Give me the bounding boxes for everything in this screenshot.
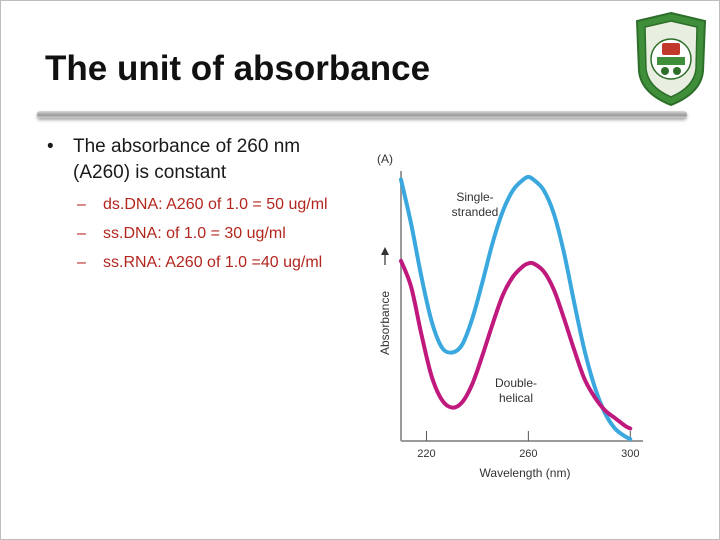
y-axis-label: Absorbance [378, 291, 392, 355]
dash-icon: – [77, 196, 86, 213]
series-line-single-stranded [399, 174, 633, 441]
bullet-text: The absorbance of 260 nm (A260) is const… [73, 136, 301, 183]
absorbance-chart: (A) Absorbance Wavelength (nm) 220 260 300… [377, 152, 643, 480]
sub-bullet-item: – ss.DNA: of 1.0 = 30 ug/ml [47, 223, 357, 245]
y-axis-arrow-icon [381, 247, 389, 255]
bullet-dot-icon: • [47, 136, 54, 157]
sub-bullet-item: – ds.DNA: A260 of 1.0 = 50 ug/ml [47, 194, 357, 216]
series-line-double-helical [399, 258, 633, 431]
bullet-item: • The absorbance of 260 nm (A260) is con… [47, 134, 357, 186]
x-axis-label: Wavelength (nm) [480, 466, 571, 480]
x-tick-label: 220 [417, 448, 435, 460]
sub-bullet-text: ss.RNA: A260 of 1.0 =40 ug/ml [103, 254, 323, 271]
sub-bullet-text: ds.DNA: A260 of 1.0 = 50 ug/ml [103, 196, 328, 213]
x-tick-label: 260 [519, 448, 537, 460]
slide-title: The unit of absorbance [45, 49, 431, 88]
university-seal-icon [635, 11, 707, 107]
dash-icon: – [77, 225, 86, 242]
series-label: Double-helical [495, 376, 537, 405]
x-tick-label: 300 [621, 448, 639, 460]
panel-label: (A) [377, 152, 393, 166]
series-label: Single-stranded [452, 190, 499, 219]
bullet-list: • The absorbance of 260 nm (A260) is con… [47, 134, 357, 274]
sub-bullet-text: ss.DNA: of 1.0 = 30 ug/ml [103, 225, 286, 242]
sub-bullet-item: – ss.RNA: A260 of 1.0 =40 ug/ml [47, 252, 357, 274]
title-divider [37, 111, 687, 118]
dash-icon: – [77, 254, 86, 271]
